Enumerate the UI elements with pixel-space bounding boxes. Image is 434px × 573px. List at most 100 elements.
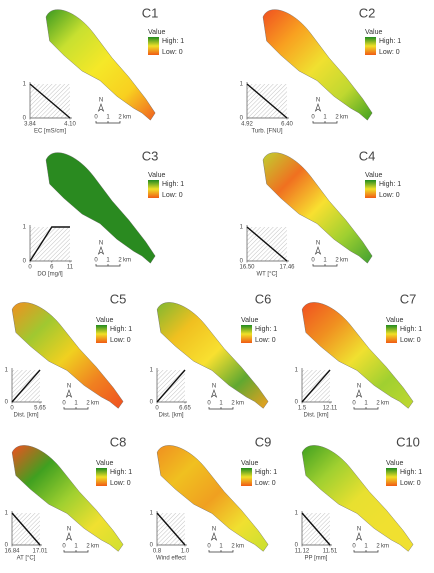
north-arrow: [65, 532, 73, 541]
legend-low: Low: 0: [162, 192, 183, 199]
y-tick-label: 0: [240, 116, 244, 122]
scale-label: 2: [231, 401, 235, 407]
legend-title: Value: [96, 460, 113, 467]
scale-unit: km: [236, 544, 244, 550]
north-arrow: [355, 532, 363, 541]
north-arrow: [97, 246, 105, 255]
lake-map: [263, 10, 372, 121]
north-label: N: [212, 384, 216, 390]
legend-swatch: [148, 180, 159, 198]
scale-bar: [208, 407, 234, 410]
response-curve: [29, 226, 70, 262]
north-label: N: [357, 527, 361, 533]
y-tick-label: 1: [5, 511, 9, 517]
panel-label: C1: [142, 5, 159, 20]
scale-label: 1: [364, 401, 368, 407]
legend-low: Low: 0: [255, 480, 276, 487]
scale-bar: [63, 550, 89, 553]
response-curve: [11, 369, 41, 403]
scale-label: 2: [335, 115, 339, 121]
x-tick-label: 4.92: [241, 122, 253, 128]
legend-low: Low: 0: [400, 480, 421, 487]
scale-label: 2: [335, 258, 339, 264]
legend-title: Value: [241, 317, 258, 324]
north-label: N: [67, 384, 71, 390]
legend-swatch: [365, 37, 376, 55]
y-tick-label: 1: [23, 225, 27, 231]
y-tick-label: 1: [240, 225, 244, 231]
x-tick-label: 12.11: [323, 406, 338, 412]
scale-bar: [63, 407, 89, 410]
response-curve: [156, 512, 186, 546]
legend-high: High: 1: [379, 38, 401, 45]
legend-low: Low: 0: [255, 337, 276, 344]
y-tick-label: 0: [295, 543, 299, 549]
lake-map: [157, 445, 268, 551]
north-label: N: [316, 241, 320, 247]
legend-swatch: [241, 325, 252, 343]
scale-unit: km: [340, 258, 348, 264]
north-arrow: [210, 532, 218, 541]
lake-map: [302, 302, 413, 408]
x-axis-label: DO [mg/l]: [37, 272, 63, 278]
y-tick-label: 0: [23, 116, 27, 122]
scale-bar: [312, 264, 338, 267]
legend-title: Value: [96, 317, 113, 324]
x-axis-label: PP [mm]: [305, 556, 328, 562]
legend-high: High: 1: [110, 469, 132, 476]
legend-high: High: 1: [110, 326, 132, 333]
legend-title: Value: [148, 172, 165, 179]
response-curve: [246, 83, 288, 119]
scale-label: 2: [86, 401, 90, 407]
scale-label: 2: [376, 544, 380, 550]
scale-unit: km: [236, 401, 244, 407]
north-label: N: [212, 527, 216, 533]
x-tick-label: 16.50: [239, 265, 255, 271]
scale-label: 1: [323, 258, 327, 264]
legend-high: High: 1: [162, 38, 184, 45]
scale-label: 1: [219, 401, 223, 407]
scale-label: 0: [352, 401, 356, 407]
response-curve: [301, 512, 331, 546]
x-tick-label: 11: [67, 265, 74, 271]
legend-high: High: 1: [400, 469, 422, 476]
y-tick-label: 1: [5, 368, 9, 374]
panel-label: C7: [400, 291, 417, 306]
scale-unit: km: [123, 258, 131, 264]
response-curve: [156, 369, 186, 403]
legend-swatch: [96, 468, 107, 486]
scale-label: 1: [106, 115, 110, 121]
scale-bar: [95, 264, 121, 267]
lake-map: [46, 153, 155, 264]
x-tick-label: 1.0: [181, 549, 190, 555]
legend-swatch: [241, 468, 252, 486]
y-tick-label: 0: [23, 259, 27, 265]
x-axis-label: Dist. [km]: [159, 413, 184, 419]
north-arrow: [210, 389, 218, 398]
scale-bar: [208, 550, 234, 553]
north-label: N: [99, 98, 103, 104]
north-arrow: [314, 246, 322, 255]
x-tick-label: 17.01: [32, 549, 48, 555]
y-tick-label: 1: [150, 368, 154, 374]
y-tick-label: 0: [240, 259, 244, 265]
legend-title: Value: [365, 172, 382, 179]
scale-label: 0: [62, 401, 66, 407]
response-curve: [246, 226, 288, 262]
legend-high: High: 1: [162, 181, 184, 188]
scale-label: 1: [74, 544, 78, 550]
response-curve: [301, 369, 331, 403]
response-curve: [29, 83, 71, 119]
legend-title: Value: [386, 317, 403, 324]
x-axis-label: AT [°C]: [17, 556, 36, 562]
legend-swatch: [386, 325, 397, 343]
scale-label: 1: [219, 544, 223, 550]
legend-high: High: 1: [255, 326, 277, 333]
scale-label: 2: [118, 115, 122, 121]
scale-label: 0: [311, 115, 315, 121]
